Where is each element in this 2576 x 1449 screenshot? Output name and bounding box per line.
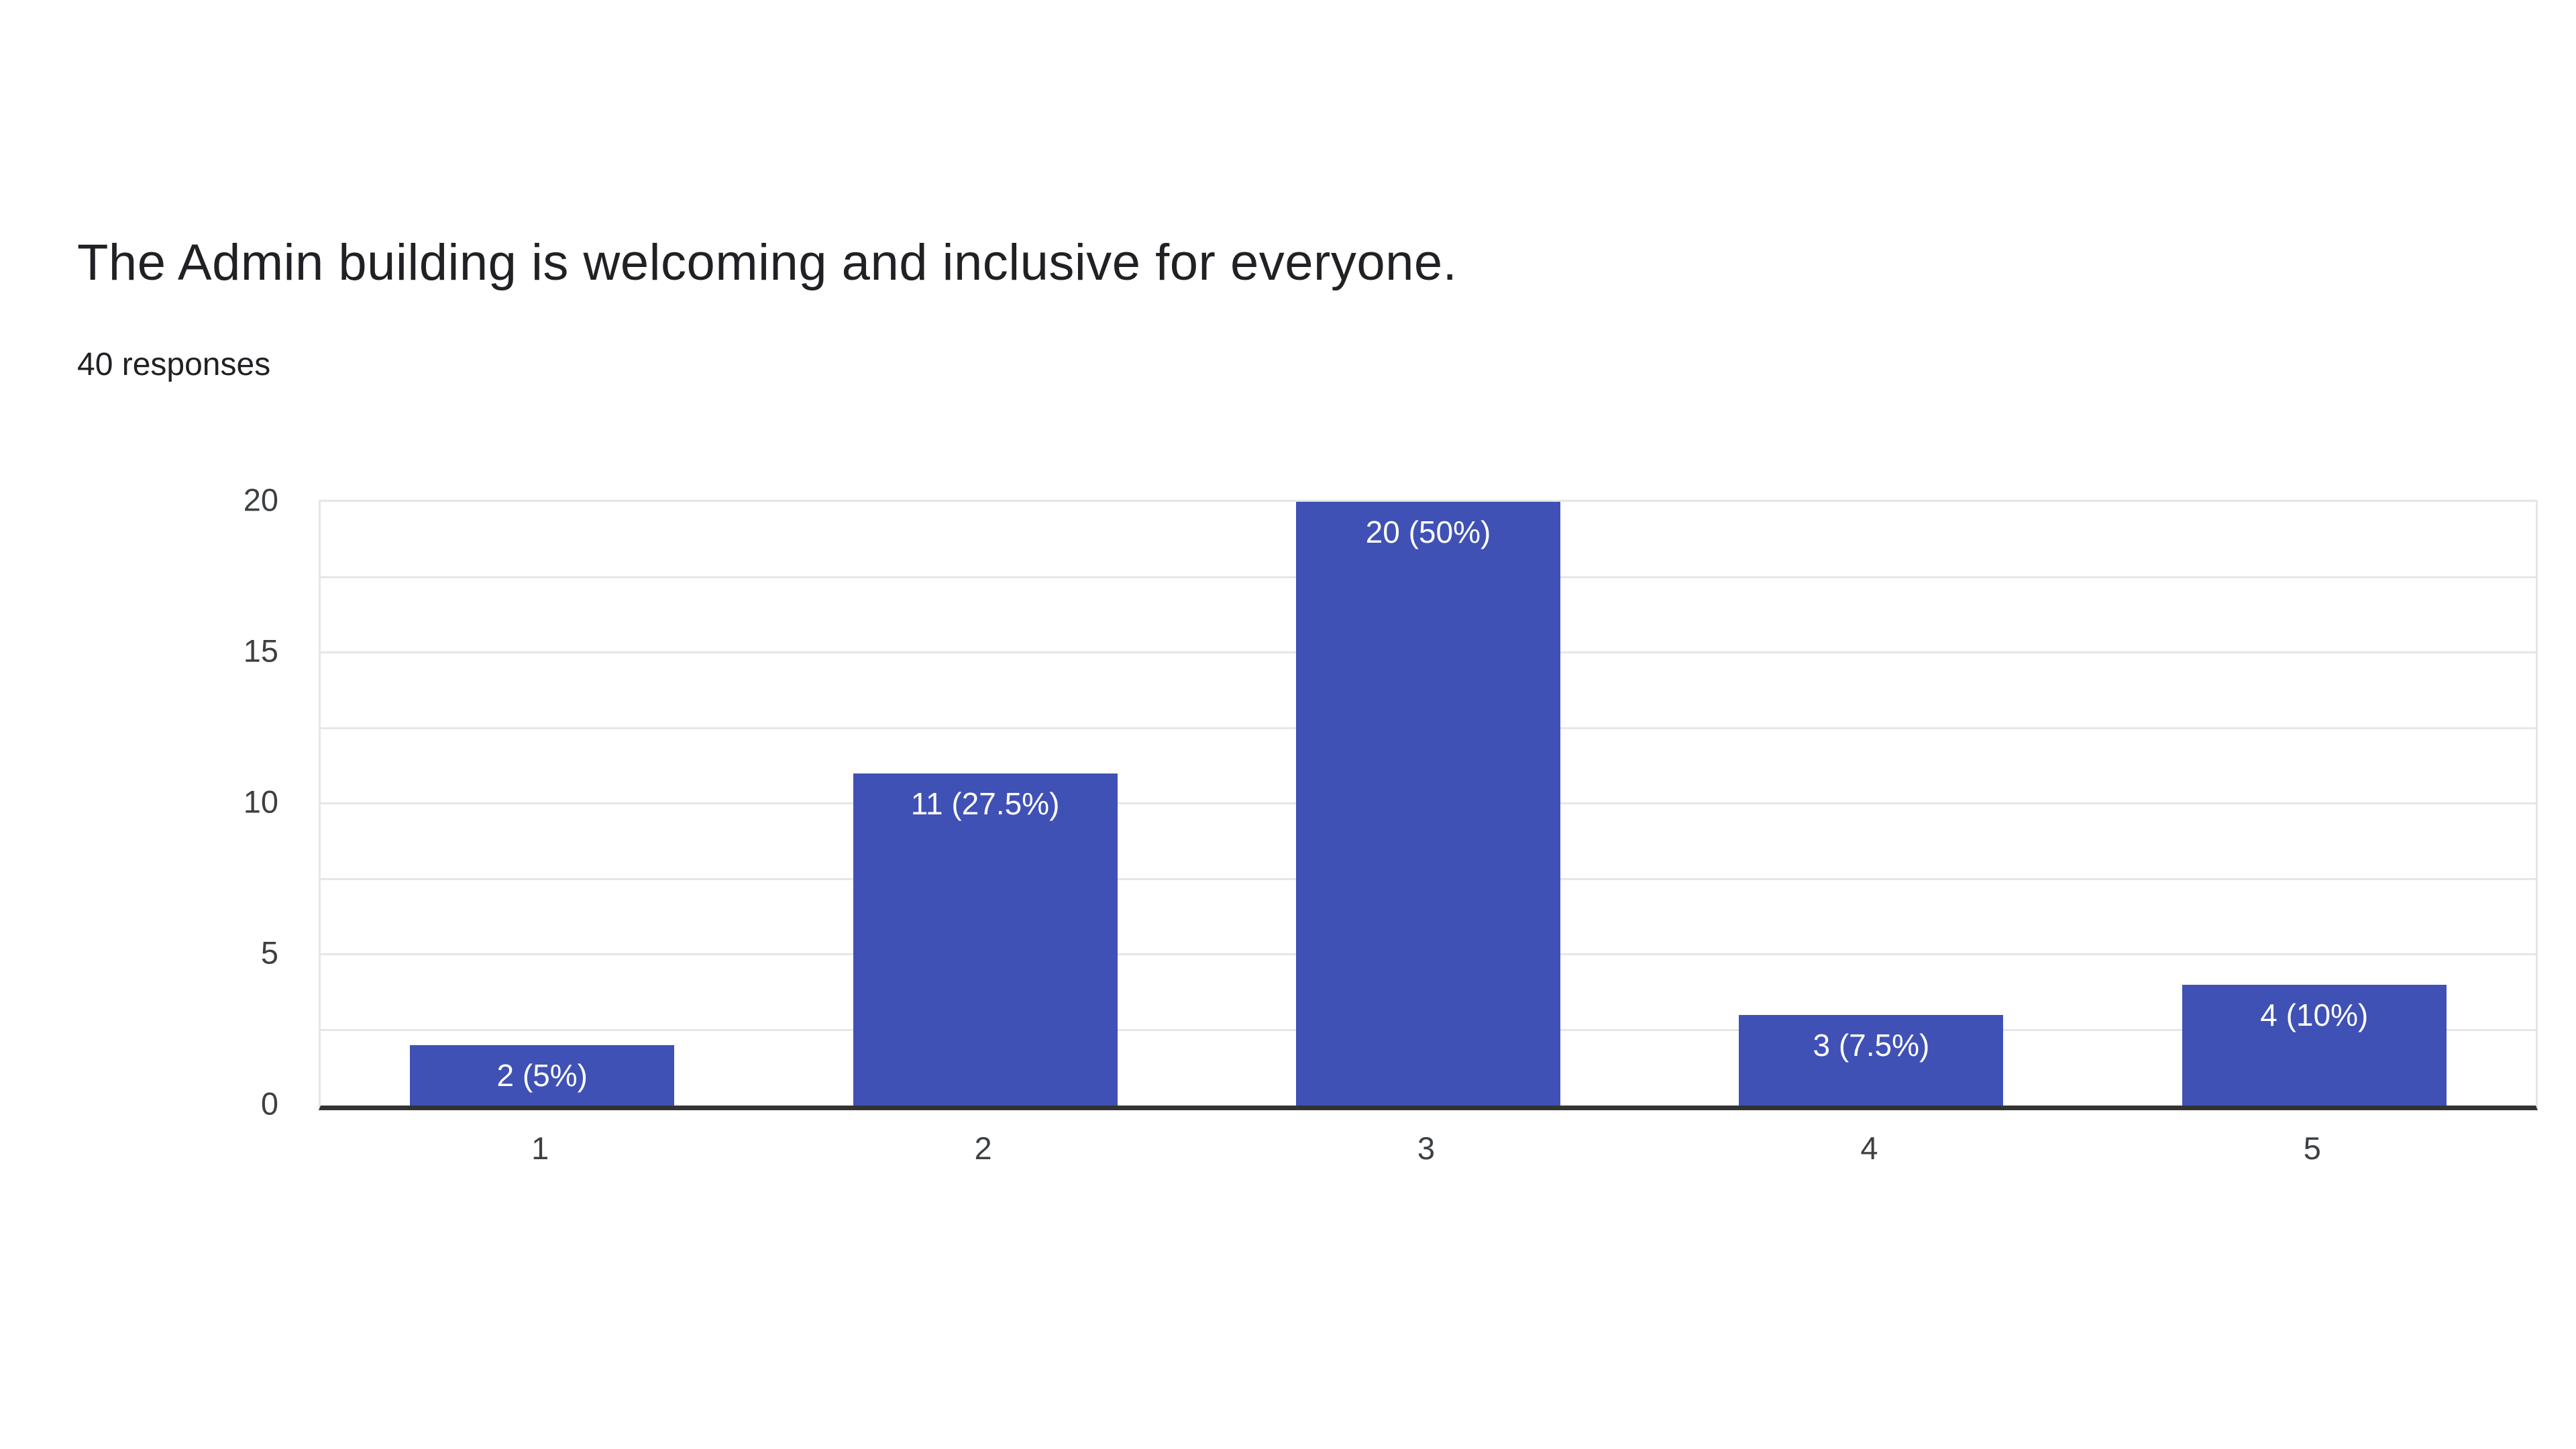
bar-value-label: 20 (50%) [1365,515,1491,549]
x-tick-label: 2 [974,1130,992,1166]
x-tick-label: 5 [2303,1130,2321,1166]
bar-3[interactable]: 20 (50%) [1296,502,1560,1106]
y-axis: 0 5 10 15 20 [0,482,278,1122]
y-tick-label: 10 [243,784,278,820]
x-tick-label: 4 [1860,1130,1878,1166]
bar-5[interactable]: 4 (10%) [2182,985,2447,1106]
bar-value-label: 11 (27.5%) [910,786,1060,821]
y-tick-label: 0 [260,1085,278,1122]
y-tick-label: 15 [243,633,278,669]
bar-value-label: 3 (7.5%) [1813,1028,1930,1063]
bar-1[interactable]: 2 (5%) [410,1045,675,1106]
bar-4[interactable]: 3 (7.5%) [1739,1015,2004,1106]
y-tick-label: 20 [243,482,278,518]
plot-area: 2 (5%) 11 (27.5%) 20 (50%) 3 (7.5%) 4 (10%) [319,500,2538,1110]
response-count: 40 responses [77,347,271,382]
x-axis: 1 2 3 4 5 [319,1130,2534,1190]
bar-value-label: 4 (10%) [2260,998,2369,1032]
y-tick-label: 5 [260,934,278,971]
question-title: The Admin building is welcoming and incl… [77,234,1458,291]
x-tick-label: 1 [531,1130,549,1166]
bar-2[interactable]: 11 (27.5%) [853,773,1118,1106]
bar-value-label: 2 (5%) [496,1058,588,1093]
x-tick-label: 3 [1417,1130,1436,1166]
